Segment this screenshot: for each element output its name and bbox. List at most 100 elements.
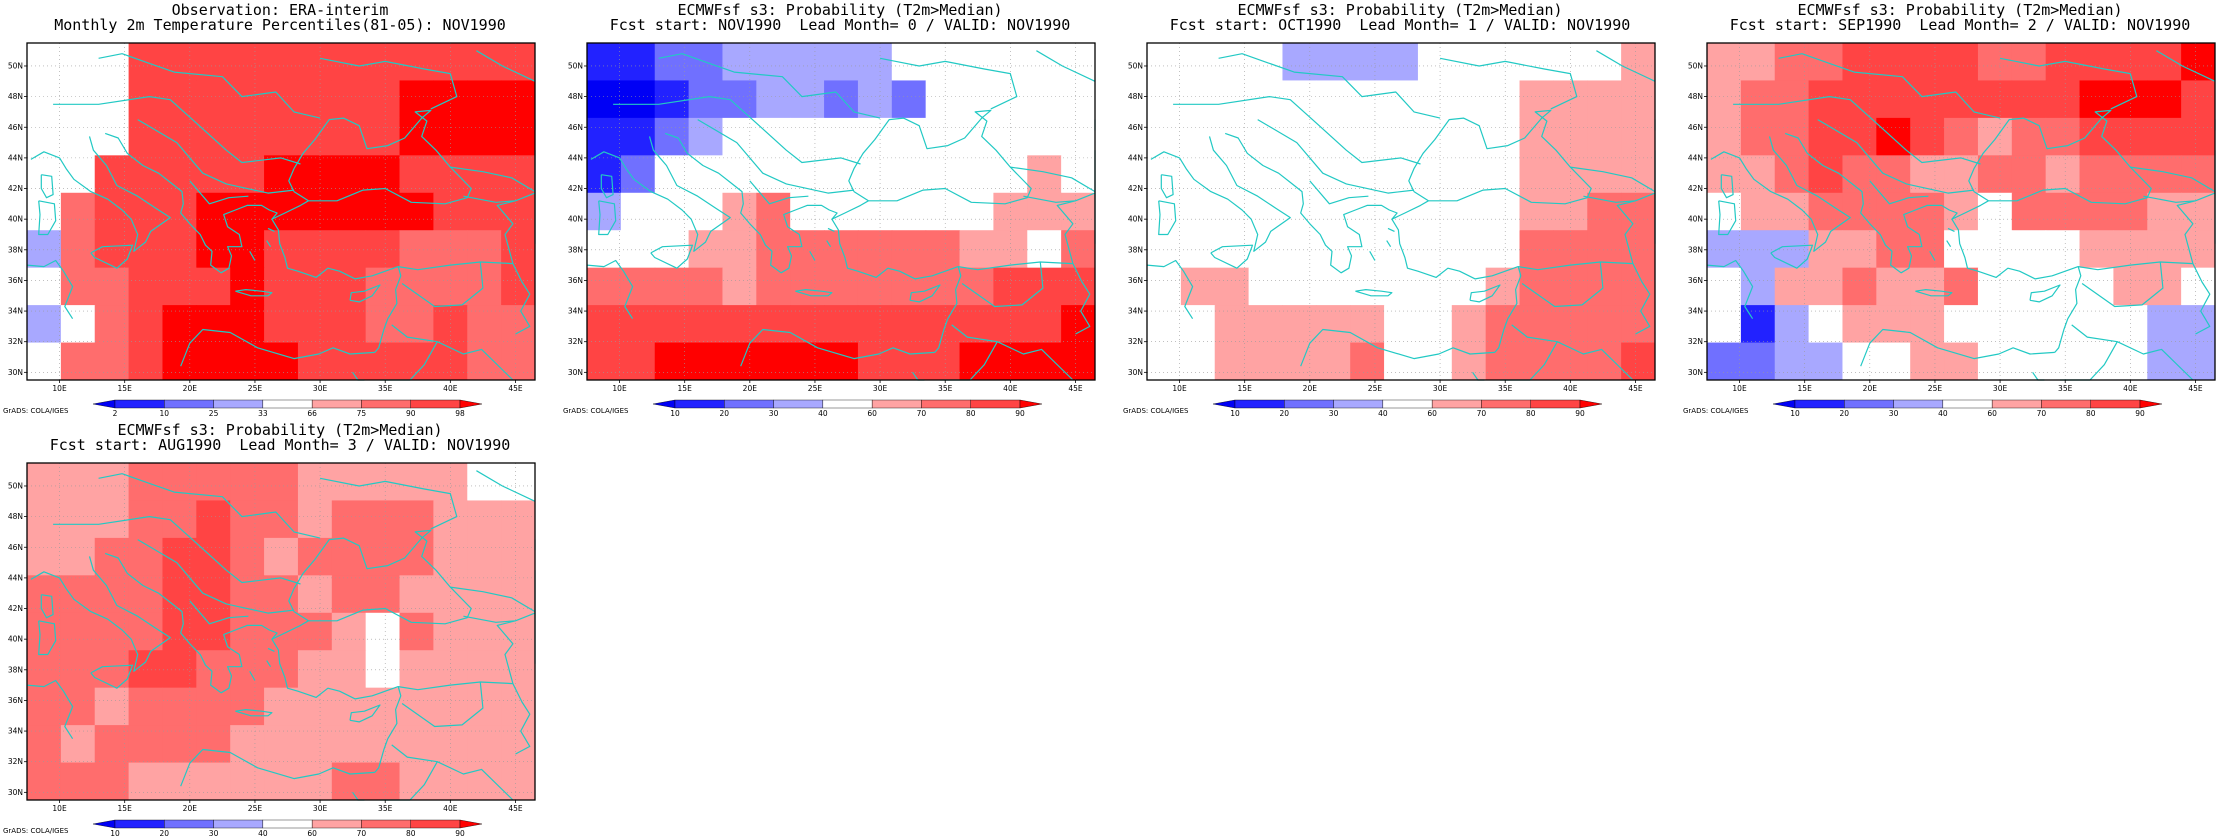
grid-cell: [1808, 155, 1843, 194]
grid-cell: [501, 537, 536, 576]
coastline: [398, 261, 513, 271]
grid-cell: [297, 80, 333, 119]
grid-cell: [1061, 305, 1096, 344]
panel-lead3: ECMWFsf s3: Probability (T2m>Median) Fcs…: [0, 420, 560, 840]
lon-tick-label: 10E: [52, 384, 67, 393]
grid-cell: [230, 267, 265, 306]
grid-cell: [331, 155, 367, 194]
grid-cell: [1485, 155, 1521, 194]
grid-cell: [722, 155, 757, 194]
coastline: [476, 470, 536, 502]
coastline: [401, 261, 484, 308]
coastline: [658, 53, 881, 119]
grid-cell: [1180, 43, 1216, 81]
grid-cell: [297, 267, 333, 306]
grid-cell: [128, 762, 163, 801]
colorbar-label: 20: [1840, 409, 1850, 418]
coastline: [349, 284, 381, 303]
grid-cell: [1842, 43, 1877, 81]
grid-cell: [756, 80, 791, 119]
coastline: [826, 240, 832, 248]
coastline: [90, 244, 134, 269]
colorbar-segment: [1844, 399, 1894, 409]
grid-cell: [2079, 342, 2114, 381]
lat-tick-label: 36N: [568, 276, 583, 285]
lat-tick-label: 42N: [8, 184, 23, 193]
colorbar-lead1: 10 20 30 40 60 70 80 90: [1212, 399, 1603, 418]
grid-cell: [2079, 230, 2114, 269]
colorbar-label: 60: [1987, 409, 1997, 418]
grid-cell: [94, 762, 130, 801]
coastline: [1784, 132, 1958, 274]
colorbar-label: 30: [1889, 409, 1899, 418]
coastline: [476, 50, 536, 82]
colorbar-segment: [1333, 399, 1384, 409]
grid-cell: [756, 305, 791, 344]
grid-cell: [94, 155, 130, 194]
coastline: [650, 244, 694, 269]
grid-cell: [27, 155, 62, 194]
grid-cell: [925, 230, 961, 269]
grid-cell: [264, 80, 299, 119]
coastline: [288, 109, 472, 205]
colorbar-end-low: [92, 819, 116, 829]
grid-cell: [857, 155, 893, 194]
lat-tick-label: 34N: [8, 307, 23, 316]
grid-cell: [1553, 117, 1588, 156]
grid-cell: [925, 305, 961, 344]
colorbar-label: 30: [209, 829, 219, 838]
grid-cell: [196, 650, 231, 689]
grid-cell: [1027, 305, 1062, 344]
colorbar-segment: [1431, 399, 1482, 409]
colorbar-label: 66: [307, 409, 317, 418]
grid-cell: [196, 80, 231, 119]
grid-cell: [501, 230, 536, 269]
coastline: [1869, 180, 1929, 205]
grid-cell: [925, 267, 961, 306]
grid-cell: [27, 43, 62, 81]
lon-tick-label: 35E: [1498, 384, 1513, 393]
grid-cell: [128, 305, 163, 344]
lat-tick-label: 30N: [8, 788, 23, 797]
colorbar-label: 80: [406, 829, 416, 838]
grid-cell: [654, 342, 690, 381]
colorbar-label: 90: [2135, 409, 2145, 418]
coastline: [1720, 174, 1734, 199]
grid-cell: [297, 463, 333, 501]
grid-cell: [1384, 192, 1419, 231]
grid-cell: [824, 43, 859, 81]
grid-cell: [1808, 342, 1843, 381]
coastline: [319, 57, 458, 110]
grid-cell: [1350, 305, 1385, 344]
grid-cell: [1027, 117, 1062, 156]
colorbar-segment: [213, 399, 264, 409]
grid-cell: [587, 230, 622, 269]
grid-cell: [399, 762, 434, 801]
coastline: [2130, 166, 2216, 193]
grid-cell: [162, 725, 197, 764]
grid-cell: [501, 155, 536, 194]
grid-cell: [230, 192, 265, 231]
grid-cell: [60, 725, 96, 764]
grads-label: GrADS: COLA/IGES: [3, 407, 69, 415]
coastline: [1946, 240, 1952, 248]
lon-tick-label: 15E: [118, 384, 133, 393]
grid-cell: [1451, 155, 1487, 194]
grid-cell: [94, 500, 130, 539]
grid-cell: [2113, 117, 2148, 156]
grid-cell: [1147, 192, 1182, 231]
coastline: [1160, 174, 1174, 199]
grid-cell: [399, 230, 434, 269]
colorbar-label: 60: [307, 829, 317, 838]
grid-cell: [1147, 43, 1182, 81]
lat-tick-label: 44N: [8, 573, 23, 582]
grid-cell: [587, 43, 622, 81]
grid-cell: [399, 342, 434, 381]
grid-cell: [27, 230, 62, 269]
grid-cell: [756, 230, 791, 269]
grid-cell: [399, 43, 434, 81]
grid-cell: [1587, 192, 1622, 231]
colorbar-label: 20: [720, 409, 730, 418]
grid-cell: [162, 575, 197, 614]
coastline: [40, 174, 54, 199]
